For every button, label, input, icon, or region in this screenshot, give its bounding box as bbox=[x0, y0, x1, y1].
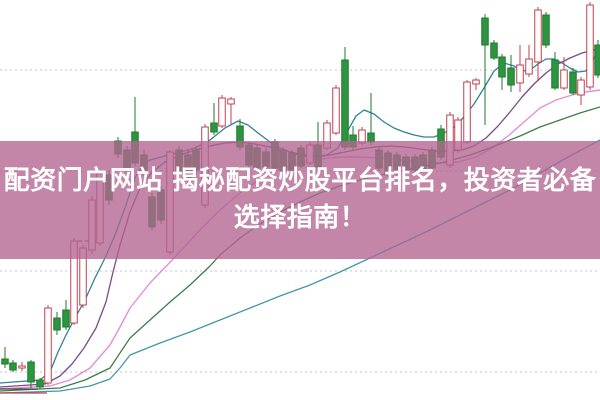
banner-title-line1: 配资门户网站 揭秘配资炒股平台排名，投资者必备 bbox=[3, 166, 597, 196]
candle-down bbox=[9, 362, 17, 371]
candle-down bbox=[62, 309, 70, 328]
candle-up bbox=[525, 58, 533, 75]
candle-down bbox=[210, 122, 218, 133]
candle-up bbox=[586, 4, 594, 88]
candle-down bbox=[53, 317, 61, 331]
candle-up bbox=[332, 87, 340, 134]
candle-down bbox=[341, 59, 349, 148]
candle-up bbox=[560, 69, 568, 89]
candle-down bbox=[569, 71, 577, 94]
candle-up bbox=[534, 9, 542, 63]
candle-up bbox=[227, 98, 235, 105]
candle-up bbox=[218, 97, 226, 127]
candle-up bbox=[18, 365, 26, 369]
candle-down bbox=[1, 358, 9, 365]
candle-down bbox=[594, 44, 600, 76]
promo-overlay-banner: 配资门户网站 揭秘配资炒股平台排名，投资者必备 选择指南！ bbox=[0, 141, 600, 259]
candle-down bbox=[542, 14, 550, 46]
candle-down bbox=[498, 56, 506, 78]
candle-down bbox=[490, 42, 498, 59]
candle-up bbox=[463, 81, 471, 143]
candle-down bbox=[36, 379, 44, 388]
banner-title-line2: 选择指南！ bbox=[233, 203, 367, 233]
candle-down bbox=[507, 67, 515, 86]
candle-down bbox=[551, 59, 559, 89]
candle-down bbox=[481, 17, 489, 46]
candle-up bbox=[472, 79, 480, 85]
candle-up bbox=[44, 307, 52, 384]
candle-up bbox=[577, 79, 585, 96]
candle-up bbox=[516, 64, 524, 84]
candle-down bbox=[27, 361, 35, 383]
